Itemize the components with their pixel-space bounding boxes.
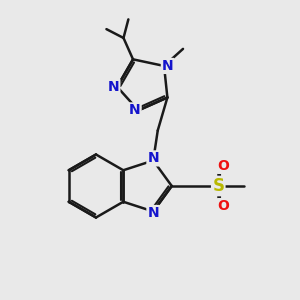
Text: N: N <box>147 206 159 220</box>
Text: N: N <box>162 59 173 73</box>
Text: N: N <box>129 103 141 117</box>
Text: S: S <box>212 177 224 195</box>
Text: N: N <box>147 152 159 165</box>
Text: O: O <box>218 199 230 213</box>
Text: N: N <box>108 80 119 94</box>
Text: O: O <box>218 159 230 173</box>
